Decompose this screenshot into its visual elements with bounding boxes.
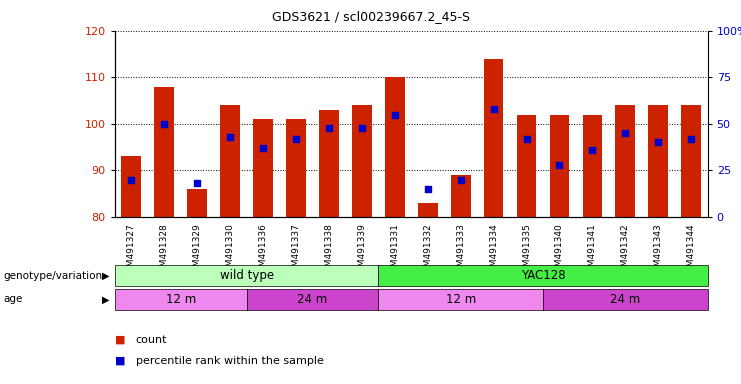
Bar bbox=[516, 114, 536, 217]
Text: ■: ■ bbox=[115, 335, 125, 345]
Bar bbox=[319, 110, 339, 217]
Text: genotype/variation: genotype/variation bbox=[4, 270, 103, 281]
Text: percentile rank within the sample: percentile rank within the sample bbox=[136, 356, 324, 366]
Text: 24 m: 24 m bbox=[297, 293, 328, 306]
Point bbox=[323, 124, 335, 131]
Text: count: count bbox=[136, 335, 167, 345]
Point bbox=[125, 177, 137, 183]
Text: ▶: ▶ bbox=[102, 270, 110, 281]
Bar bbox=[550, 114, 569, 217]
Text: age: age bbox=[4, 294, 23, 305]
Bar bbox=[286, 119, 306, 217]
Point bbox=[619, 130, 631, 136]
Text: YAC128: YAC128 bbox=[521, 269, 565, 282]
Bar bbox=[451, 175, 471, 217]
Point bbox=[191, 180, 203, 187]
Text: wild type: wild type bbox=[219, 269, 273, 282]
Text: 24 m: 24 m bbox=[610, 293, 640, 306]
Point bbox=[652, 139, 664, 146]
Point bbox=[685, 136, 697, 142]
Point bbox=[521, 136, 533, 142]
Bar bbox=[648, 105, 668, 217]
Point bbox=[389, 111, 401, 118]
Point bbox=[225, 134, 236, 140]
Point bbox=[488, 106, 499, 112]
Bar bbox=[484, 59, 503, 217]
Point bbox=[554, 162, 565, 168]
Text: ▶: ▶ bbox=[102, 294, 110, 305]
Point bbox=[159, 121, 170, 127]
Bar bbox=[681, 105, 701, 217]
Bar bbox=[253, 119, 273, 217]
Bar bbox=[352, 105, 372, 217]
Point bbox=[257, 145, 269, 151]
Text: 12 m: 12 m bbox=[165, 293, 196, 306]
Point bbox=[422, 186, 433, 192]
Bar bbox=[122, 156, 142, 217]
Point bbox=[586, 147, 598, 153]
Bar bbox=[385, 77, 405, 217]
Bar bbox=[582, 114, 602, 217]
Bar bbox=[418, 203, 438, 217]
Bar bbox=[154, 87, 174, 217]
Bar bbox=[187, 189, 207, 217]
Bar bbox=[220, 105, 240, 217]
Text: GDS3621 / scl00239667.2_45-S: GDS3621 / scl00239667.2_45-S bbox=[271, 10, 470, 23]
Text: 12 m: 12 m bbox=[445, 293, 476, 306]
Bar bbox=[616, 105, 635, 217]
Point bbox=[356, 124, 368, 131]
Text: ■: ■ bbox=[115, 356, 125, 366]
Point bbox=[455, 177, 467, 183]
Point bbox=[290, 136, 302, 142]
